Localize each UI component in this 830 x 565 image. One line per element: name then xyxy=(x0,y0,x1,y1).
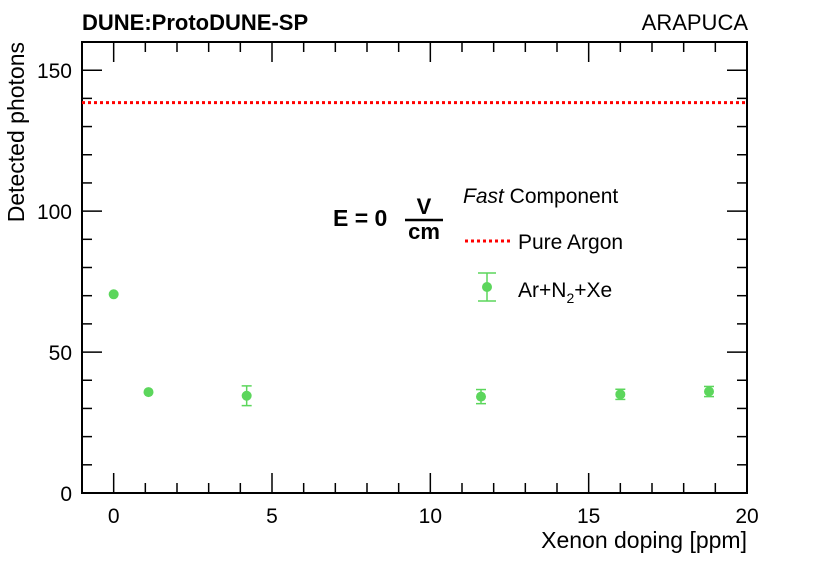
legend: Fast Component Pure Argon Ar+N2+Xe xyxy=(463,185,623,306)
legend-series-label: Ar+N2+Xe xyxy=(518,279,612,306)
legend-series-marker xyxy=(482,282,492,292)
x-axis-label: Xenon doping [ppm] xyxy=(541,527,747,553)
legend-reference-label: Pure Argon xyxy=(518,231,623,254)
x-tick-label: 0 xyxy=(108,505,120,528)
legend-series-label-part2: +Xe xyxy=(574,279,612,302)
x-tick-label: 10 xyxy=(419,505,442,528)
legend-header-italic: Fast xyxy=(463,185,505,208)
data-point xyxy=(143,387,154,398)
detector-label: ARAPUCA xyxy=(641,10,748,35)
legend-series-label-part1: Ar+N xyxy=(518,279,566,302)
field-annotation: E = 0 xyxy=(333,205,387,231)
legend-series-label-subscript: 2 xyxy=(566,290,574,306)
data-point xyxy=(108,289,119,300)
y-tick-label: 0 xyxy=(60,483,72,506)
y-tick-label: 100 xyxy=(37,201,72,224)
data-point xyxy=(704,386,714,397)
legend-header-rest: Component xyxy=(504,185,619,208)
y-axis-label: Detected photons xyxy=(3,42,29,222)
experiment-label: DUNE:ProtoDUNE-SP xyxy=(82,10,309,35)
y-tick-label: 150 xyxy=(37,60,72,83)
field-unit-denominator: cm xyxy=(408,219,440,244)
plot-frame xyxy=(81,41,748,494)
data-point xyxy=(615,389,626,400)
x-tick-label: 5 xyxy=(266,505,278,528)
data-point xyxy=(476,391,486,402)
field-unit-numerator: V xyxy=(417,194,432,219)
x-tick-label: 20 xyxy=(735,505,758,528)
y-tick-label: 50 xyxy=(49,342,72,365)
legend-header: Fast Component xyxy=(463,185,618,208)
data-point xyxy=(241,390,252,401)
x-tick-label: 15 xyxy=(577,505,600,528)
